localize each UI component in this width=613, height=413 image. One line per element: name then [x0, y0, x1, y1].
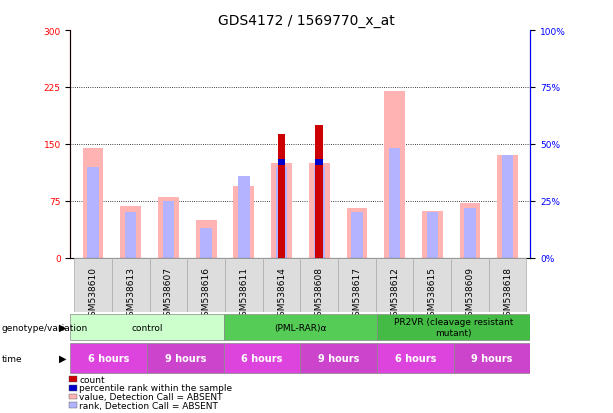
FancyBboxPatch shape [451, 258, 489, 312]
Bar [497, 156, 518, 258]
Text: GSM538617: GSM538617 [352, 266, 362, 321]
Bar [196, 220, 216, 258]
Text: 9 hours: 9 hours [165, 353, 206, 363]
FancyBboxPatch shape [263, 258, 300, 312]
Text: GSM538611: GSM538611 [239, 266, 248, 321]
Bar [351, 213, 363, 258]
FancyBboxPatch shape [188, 258, 225, 312]
Text: control: control [131, 323, 163, 332]
Text: 6 hours: 6 hours [88, 353, 129, 363]
Bar [422, 211, 443, 258]
Text: GSM538615: GSM538615 [428, 266, 437, 321]
Text: GDS4172 / 1569770_x_at: GDS4172 / 1569770_x_at [218, 14, 395, 28]
FancyBboxPatch shape [300, 344, 377, 373]
FancyBboxPatch shape [224, 314, 377, 340]
FancyBboxPatch shape [377, 314, 530, 340]
Bar [384, 92, 405, 258]
Bar [315, 126, 323, 258]
Bar [234, 186, 254, 258]
Text: 6 hours: 6 hours [242, 353, 283, 363]
Text: ▶: ▶ [59, 322, 66, 332]
Text: GSM538608: GSM538608 [314, 266, 324, 321]
FancyBboxPatch shape [224, 344, 300, 373]
FancyBboxPatch shape [70, 344, 147, 373]
Text: percentile rank within the sample: percentile rank within the sample [79, 383, 232, 392]
FancyBboxPatch shape [150, 258, 188, 312]
Bar [502, 156, 513, 258]
FancyBboxPatch shape [74, 258, 112, 312]
Text: GSM538618: GSM538618 [503, 266, 512, 321]
Bar [276, 167, 287, 258]
Bar [163, 201, 174, 258]
Bar [313, 167, 325, 258]
Text: 9 hours: 9 hours [318, 353, 359, 363]
Text: genotype/variation: genotype/variation [2, 323, 88, 332]
Text: GSM538613: GSM538613 [126, 266, 135, 321]
Bar [125, 213, 137, 258]
FancyBboxPatch shape [377, 344, 454, 373]
FancyBboxPatch shape [147, 344, 224, 373]
Bar [460, 204, 481, 258]
Bar [464, 208, 476, 258]
Text: rank, Detection Call = ABSENT: rank, Detection Call = ABSENT [79, 401, 218, 410]
Text: GSM538612: GSM538612 [390, 266, 399, 321]
FancyBboxPatch shape [300, 258, 338, 312]
FancyBboxPatch shape [489, 258, 527, 312]
Bar [83, 148, 104, 258]
Bar [200, 229, 212, 258]
Bar [88, 167, 99, 258]
Bar [346, 209, 367, 258]
Text: GSM538609: GSM538609 [465, 266, 474, 321]
Bar [278, 160, 286, 165]
Text: value, Detection Call = ABSENT: value, Detection Call = ABSENT [79, 392, 223, 401]
Bar [271, 164, 292, 258]
Bar [309, 164, 330, 258]
Bar [427, 213, 438, 258]
Text: GSM538610: GSM538610 [89, 266, 97, 321]
FancyBboxPatch shape [413, 258, 451, 312]
Text: GSM538607: GSM538607 [164, 266, 173, 321]
FancyBboxPatch shape [376, 258, 413, 312]
Bar [315, 160, 323, 165]
Bar [389, 149, 400, 258]
Bar [158, 197, 179, 258]
Bar [278, 135, 286, 258]
Text: GSM538614: GSM538614 [277, 266, 286, 321]
FancyBboxPatch shape [338, 258, 376, 312]
Bar [238, 176, 249, 258]
Text: ▶: ▶ [59, 353, 66, 363]
Text: count: count [79, 375, 105, 384]
Text: 6 hours: 6 hours [395, 353, 436, 363]
Text: GSM538616: GSM538616 [202, 266, 211, 321]
FancyBboxPatch shape [112, 258, 150, 312]
Text: time: time [2, 354, 23, 363]
Bar [120, 206, 141, 258]
FancyBboxPatch shape [454, 344, 530, 373]
FancyBboxPatch shape [70, 314, 224, 340]
Text: 9 hours: 9 hours [471, 353, 512, 363]
Text: PR2VR (cleavage resistant
mutant): PR2VR (cleavage resistant mutant) [394, 318, 513, 337]
FancyBboxPatch shape [225, 258, 263, 312]
Text: (PML-RAR)α: (PML-RAR)α [274, 323, 327, 332]
